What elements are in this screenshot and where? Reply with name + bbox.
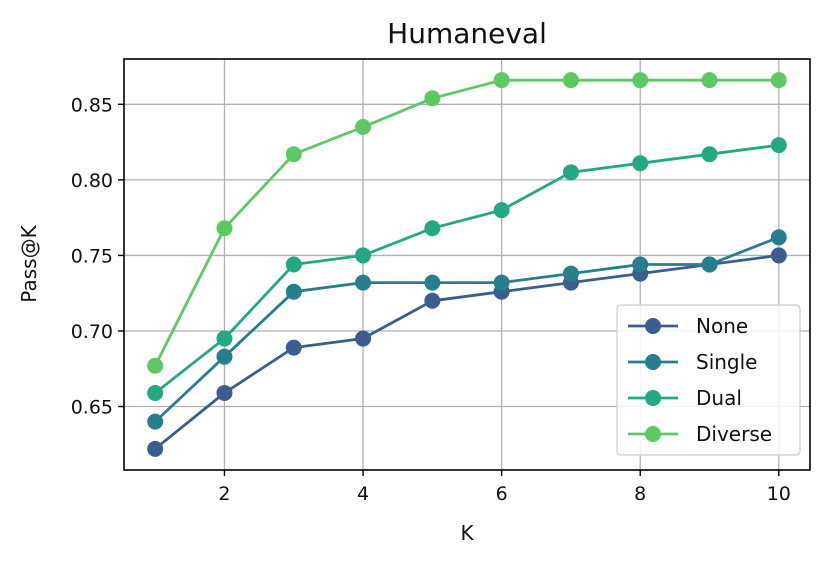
data-point-none — [770, 247, 787, 264]
data-point-single — [147, 413, 164, 430]
data-point-dual — [147, 384, 164, 401]
data-point-diverse — [355, 118, 372, 135]
x-tick-label: 6 — [496, 483, 508, 505]
x-tick-label: 2 — [218, 483, 230, 505]
series-dual — [147, 137, 787, 401]
legend-label: Dual — [696, 386, 742, 410]
y-tick-label: 0.75 — [71, 245, 113, 267]
data-point-diverse — [147, 357, 164, 374]
chart-title: Humaneval — [387, 17, 547, 50]
series-line-none — [154, 254, 779, 450]
data-point-diverse — [562, 72, 579, 89]
y-tick-label: 0.85 — [71, 94, 113, 116]
data-point-dual — [770, 137, 787, 154]
series-layer — [147, 72, 787, 457]
legend-item-single: Single — [628, 350, 757, 374]
data-point-none — [147, 440, 164, 457]
data-point-single — [770, 229, 787, 246]
series-line-dual — [154, 143, 779, 395]
data-point-dual — [701, 146, 718, 163]
data-point-dual — [632, 155, 649, 172]
legend-swatch-marker — [645, 354, 661, 370]
data-point-dual — [216, 330, 233, 347]
data-point-dual — [424, 220, 441, 237]
plot-frame — [123, 58, 811, 471]
legend-swatch-marker — [645, 318, 661, 334]
data-point-diverse — [216, 220, 233, 237]
legend: None Single Dual Diverse — [616, 304, 801, 456]
y-tick-label: 0.65 — [71, 397, 113, 419]
legend-item-dual: Dual — [628, 386, 742, 410]
legend-label: None — [696, 314, 748, 338]
x-tick-label: 10 — [767, 483, 791, 505]
data-point-single — [493, 274, 510, 291]
data-point-single — [632, 256, 649, 273]
series-line-diverse — [153, 78, 779, 367]
data-point-diverse — [493, 72, 510, 89]
data-point-none — [216, 384, 233, 401]
legend-label: Single — [696, 350, 757, 374]
legend-item-diverse: Diverse — [628, 422, 772, 446]
data-point-diverse — [424, 90, 441, 107]
y-tick-label: 0.70 — [71, 321, 113, 343]
series-single — [147, 229, 787, 430]
legend-swatch-marker — [645, 390, 661, 406]
data-point-single — [355, 274, 372, 291]
data-point-single — [701, 256, 718, 273]
legend-box — [616, 304, 801, 456]
x-tick-label: 4 — [357, 483, 369, 505]
data-point-dual — [285, 256, 302, 273]
data-point-dual — [355, 247, 372, 264]
legend-label: Diverse — [696, 422, 772, 446]
data-point-dual — [562, 164, 579, 181]
data-point-diverse — [632, 72, 649, 89]
data-point-diverse — [770, 72, 787, 89]
data-point-none — [355, 330, 372, 347]
data-point-diverse — [701, 72, 718, 89]
x-axis-label: K — [460, 521, 474, 545]
data-point-single — [562, 265, 579, 282]
data-point-single — [285, 283, 302, 300]
data-point-diverse — [285, 146, 302, 163]
data-point-dual — [493, 202, 510, 219]
x-axis-ticks: 2 4 6 8 10 — [218, 470, 791, 505]
data-point-single — [216, 348, 233, 365]
legend-swatch-marker — [645, 426, 661, 442]
data-point-single — [424, 274, 441, 291]
series-line-single — [154, 235, 780, 423]
x-tick-label: 8 — [634, 483, 646, 505]
y-tick-label: 0.80 — [71, 170, 113, 192]
series-diverse — [147, 72, 787, 374]
data-point-none — [424, 292, 441, 309]
legend-item-none: None — [628, 314, 748, 338]
y-axis-ticks: 0.65 0.70 0.75 0.80 0.85 — [71, 94, 124, 419]
y-axis-label: Pass@K — [17, 224, 41, 302]
data-point-none — [285, 339, 302, 356]
